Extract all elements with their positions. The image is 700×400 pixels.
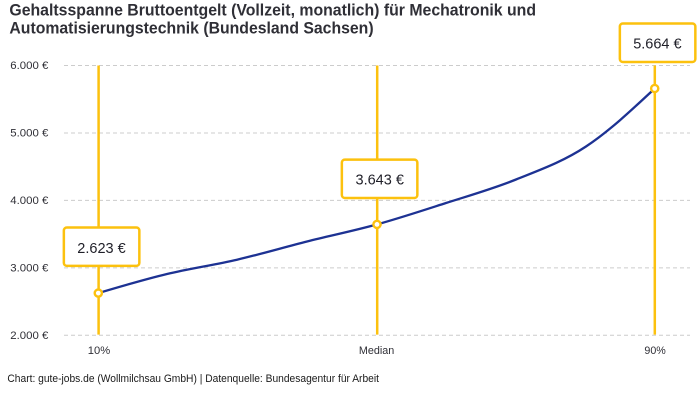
svg-text:90%: 90% xyxy=(644,345,665,357)
svg-text:4.000 €: 4.000 € xyxy=(10,195,49,207)
svg-text:5.000 €: 5.000 € xyxy=(10,128,49,140)
svg-text:2.623 €: 2.623 € xyxy=(77,241,125,257)
svg-text:6.000 €: 6.000 € xyxy=(10,60,49,72)
svg-text:2.000 €: 2.000 € xyxy=(10,330,49,342)
svg-text:Automatisierungstechnik (Bunde: Automatisierungstechnik (Bundesland Sach… xyxy=(9,19,373,37)
svg-text:Chart: gute-jobs.de (Wollmilch: Chart: gute-jobs.de (Wollmilchsau GmbH) … xyxy=(7,373,379,385)
svg-text:10%: 10% xyxy=(88,345,110,357)
svg-text:5.664 €: 5.664 € xyxy=(633,37,681,53)
svg-text:Gehaltsspanne Bruttoentgelt (V: Gehaltsspanne Bruttoentgelt (Vollzeit, m… xyxy=(9,2,536,20)
svg-text:Median: Median xyxy=(359,345,394,357)
svg-text:3.643 €: 3.643 € xyxy=(356,173,404,189)
svg-text:3.000 €: 3.000 € xyxy=(10,262,49,274)
